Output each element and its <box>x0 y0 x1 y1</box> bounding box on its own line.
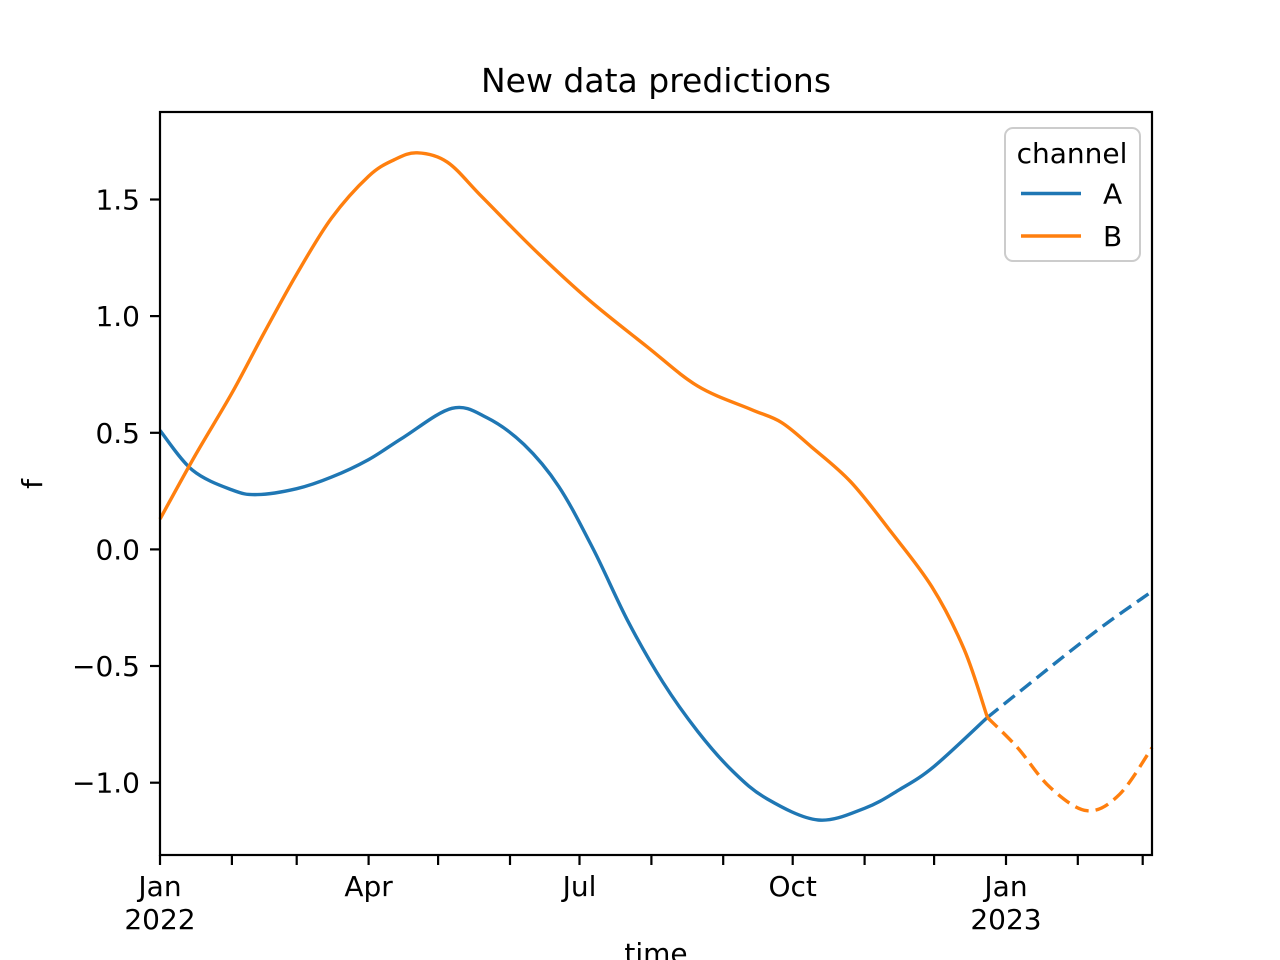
y-tick-label: 0.0 <box>95 533 140 566</box>
x-axis-label: time <box>624 937 687 960</box>
x-tick-label: Jan <box>982 870 1027 903</box>
x-tick-year-label: 2023 <box>970 903 1041 936</box>
plot-area <box>160 112 1152 855</box>
series-line-A-observed <box>158 405 989 822</box>
x-tick-label: Jul <box>561 870 597 903</box>
chart-title: New data predictions <box>481 61 831 100</box>
y-tick-label: 1.5 <box>95 184 140 217</box>
series-line-A-predicted <box>986 590 1153 719</box>
series-lines <box>158 151 1154 822</box>
y-tick-label: 0.5 <box>95 417 140 450</box>
y-tick-label: −1.0 <box>72 767 140 800</box>
y-axis-ticks: 1.5 1.0 0.5 0.0 −0.5 −1.0 <box>72 184 160 800</box>
series-line-B-observed <box>158 151 990 718</box>
y-axis-label: f <box>16 478 49 489</box>
x-tick-label: Jan <box>136 870 181 903</box>
x-tick-year-label: 2022 <box>124 903 195 936</box>
y-tick-label: −0.5 <box>72 650 140 683</box>
legend-label-A: A <box>1103 178 1122 211</box>
y-tick-label: 1.0 <box>95 300 140 333</box>
series-line-B-predicted <box>986 716 1154 813</box>
plot-border <box>158 110 1154 857</box>
legend: channel AB <box>1004 127 1141 262</box>
legend-label-B: B <box>1103 220 1122 253</box>
x-tick-label: Oct <box>768 870 816 903</box>
x-tick-label: Apr <box>344 870 393 903</box>
legend-title: channel <box>1017 137 1128 170</box>
legend-entries: AB <box>1021 178 1122 253</box>
